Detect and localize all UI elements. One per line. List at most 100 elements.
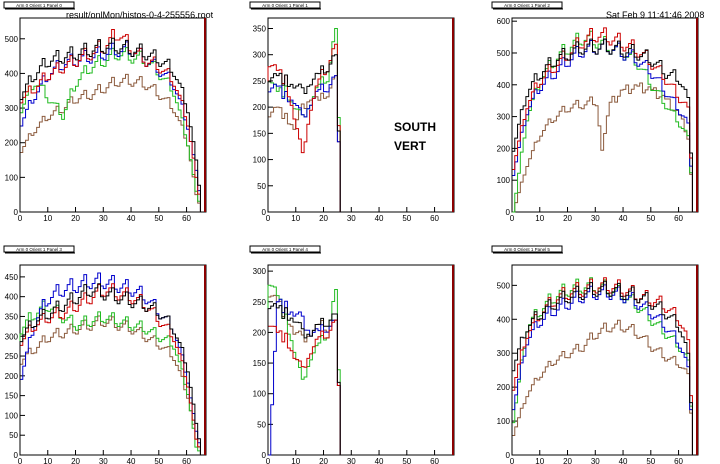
panel-0: Arm 0 Orient 1 Panel 0 0 100 200 300 400 500 0 1… bbox=[3, 1, 207, 223]
y-tick-label: 0 bbox=[14, 208, 19, 217]
y-tick-label: 100 bbox=[5, 411, 19, 420]
panel-title: Arm 0 Orient 1 Panel 4 bbox=[262, 247, 308, 252]
x-tick-label: 40 bbox=[619, 214, 628, 223]
series-blue bbox=[19, 41, 201, 212]
y-tick-label: 400 bbox=[497, 81, 511, 90]
y-tick-label: 350 bbox=[253, 24, 267, 33]
panel-3: Arm 0 Orient 1 Panel 3050100150200250300… bbox=[3, 245, 207, 464]
annotation-vert: VERT bbox=[394, 139, 427, 153]
y-tick-label: 500 bbox=[5, 35, 19, 44]
x-tick-label: 60 bbox=[674, 457, 683, 464]
x-tick-label: 50 bbox=[154, 214, 163, 223]
y-tick-label: 100 bbox=[253, 390, 267, 399]
panel-title: Arm 0 Orient 1 Panel 5 bbox=[504, 247, 550, 252]
x-tick-label: 50 bbox=[154, 457, 163, 464]
x-tick-label: 30 bbox=[591, 214, 600, 223]
x-tick-label: 0 bbox=[266, 457, 271, 464]
x-tick-label: 0 bbox=[510, 457, 515, 464]
y-tick-label: 100 bbox=[253, 156, 267, 165]
y-tick-label: 150 bbox=[253, 129, 267, 138]
y-tick-label: 0 bbox=[506, 208, 511, 217]
y-tick-label: 100 bbox=[497, 417, 511, 426]
y-tick-label: 350 bbox=[5, 312, 19, 321]
series-brown bbox=[19, 73, 201, 212]
series-red bbox=[511, 277, 693, 455]
x-tick-label: 10 bbox=[43, 457, 52, 464]
y-tick-label: 150 bbox=[5, 392, 19, 401]
panel-title-tab: Arm 0 Orient 1 Panel 0 bbox=[3, 1, 75, 10]
panel-title: Arm 0 Orient 1 Panel 2 bbox=[504, 3, 550, 8]
x-tick-label: 10 bbox=[535, 457, 544, 464]
y-tick-label: 300 bbox=[253, 267, 267, 276]
y-tick-label: 400 bbox=[5, 293, 19, 302]
x-tick-label: 20 bbox=[563, 214, 572, 223]
x-tick-label: 20 bbox=[71, 457, 80, 464]
y-tick-label: 200 bbox=[5, 139, 19, 148]
y-tick-label: 0 bbox=[262, 208, 267, 217]
series-black bbox=[511, 280, 693, 455]
x-tick-label: 50 bbox=[402, 457, 411, 464]
y-tick-label: 500 bbox=[497, 281, 511, 290]
x-tick-label: 50 bbox=[646, 457, 655, 464]
y-tick-label: 200 bbox=[253, 103, 267, 112]
y-tick-label: 250 bbox=[5, 352, 19, 361]
panel-title-tab: Arm 0 Orient 1 Panel 3 bbox=[3, 245, 75, 254]
series-brown bbox=[19, 315, 201, 455]
panel-title: Arm 0 Orient 1 Panel 3 bbox=[16, 247, 62, 252]
y-tick-label: 250 bbox=[253, 298, 267, 307]
series-red bbox=[511, 27, 693, 212]
series-blue bbox=[19, 272, 201, 455]
annotation-south: SOUTH bbox=[394, 120, 436, 134]
y-tick-label: 100 bbox=[5, 173, 19, 182]
x-tick-label: 30 bbox=[347, 457, 356, 464]
y-tick-label: 200 bbox=[497, 144, 511, 153]
y-tick-label: 50 bbox=[257, 182, 266, 191]
series-black bbox=[511, 38, 693, 212]
series-blue bbox=[511, 38, 693, 212]
x-tick-label: 30 bbox=[347, 214, 356, 223]
y-tick-label: 300 bbox=[5, 332, 19, 341]
y-tick-label: 200 bbox=[253, 328, 267, 337]
panel-title: Arm 0 Orient 1 Panel 1 bbox=[262, 3, 308, 8]
timestamp-label: Sat Feb 9 11:41:46 2008 bbox=[606, 10, 705, 20]
x-tick-label: 40 bbox=[127, 214, 136, 223]
panel-5: Arm 0 Orient 1 Panel 5 0 100 200 300 400 500 0 1… bbox=[491, 245, 699, 464]
x-tick-label: 20 bbox=[563, 457, 572, 464]
x-tick-label: 0 bbox=[266, 214, 271, 223]
series-green bbox=[267, 284, 341, 455]
y-tick-label: 400 bbox=[5, 69, 19, 78]
panel-4: Arm 0 Orient 1 Panel 4 0 50 100 150 200 250 300… bbox=[249, 245, 455, 464]
plot-frame bbox=[267, 17, 455, 213]
x-tick-label: 30 bbox=[591, 457, 600, 464]
y-tick-label: 0 bbox=[506, 451, 511, 460]
x-tick-label: 50 bbox=[402, 214, 411, 223]
x-tick-label: 60 bbox=[182, 457, 191, 464]
x-tick-label: 20 bbox=[319, 457, 328, 464]
x-tick-label: 10 bbox=[291, 457, 300, 464]
x-tick-label: 10 bbox=[291, 214, 300, 223]
y-tick-label: 600 bbox=[497, 17, 511, 26]
panel-title-tab: Arm 0 Orient 1 Panel 1 bbox=[249, 1, 321, 10]
x-tick-label: 0 bbox=[18, 457, 23, 464]
x-tick-label: 60 bbox=[430, 457, 439, 464]
panel-2: Arm 0 Orient 1 Panel 2010020030040050060… bbox=[491, 1, 699, 223]
x-tick-label: 50 bbox=[646, 214, 655, 223]
x-tick-label: 60 bbox=[674, 214, 683, 223]
x-tick-label: 30 bbox=[99, 214, 108, 223]
series-brown bbox=[512, 82, 693, 213]
x-tick-label: 0 bbox=[510, 214, 515, 223]
series-brown bbox=[267, 75, 341, 212]
panel-title-tab: Arm 0 Orient 1 Panel 2 bbox=[491, 1, 563, 10]
series-red bbox=[267, 319, 341, 455]
plot-frame bbox=[19, 17, 207, 213]
series-black bbox=[267, 54, 341, 212]
series-green bbox=[512, 30, 693, 213]
y-tick-label: 300 bbox=[5, 104, 19, 113]
y-tick-label: 150 bbox=[253, 359, 267, 368]
x-tick-label: 60 bbox=[430, 214, 439, 223]
y-tick-label: 250 bbox=[253, 77, 267, 86]
x-tick-label: 30 bbox=[99, 457, 108, 464]
panel-title-tab: Arm 0 Orient 1 Panel 4 bbox=[249, 245, 321, 254]
series-green bbox=[19, 300, 201, 455]
